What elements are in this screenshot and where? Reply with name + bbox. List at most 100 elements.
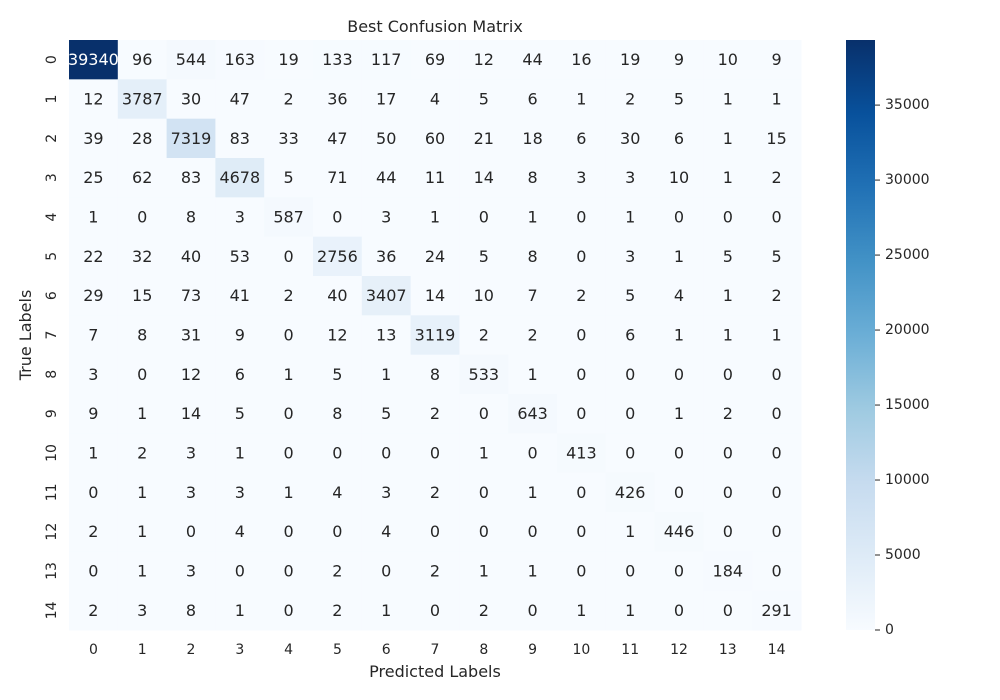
cell-value-r6-c11: 5 (625, 286, 635, 305)
cell-value-r6-c8: 10 (474, 286, 494, 305)
heatmap-cell-r8-c14 (752, 354, 802, 395)
cell-value-r3-c2: 83 (181, 168, 201, 187)
heatmap-cell-r3-c8 (459, 158, 509, 198)
cell-value-r4-c13: 0 (723, 208, 733, 227)
cell-value-r6-c2: 73 (181, 286, 201, 305)
colorbar-tick-label-5000: 5000 (885, 547, 921, 563)
cell-value-r5-c0: 22 (83, 247, 103, 266)
heatmap-cell-r2-c10 (557, 118, 607, 159)
heatmap-cell-r0-c13 (703, 40, 753, 80)
x-tick-label-3: 3 (235, 642, 244, 658)
cell-value-r11-c14: 0 (772, 483, 782, 502)
cell-value-r2-c12: 6 (674, 129, 684, 148)
cell-value-r8-c4: 1 (284, 365, 294, 384)
heatmap-cell-r10-c13 (703, 433, 753, 474)
cell-value-r12-c4: 0 (284, 522, 294, 541)
heatmap-cell-r2-c12 (654, 118, 704, 159)
cell-value-r12-c8: 0 (479, 522, 489, 541)
heatmap-cell-r12-c0 (69, 512, 119, 552)
heatmap-cell-r10-c0 (69, 433, 119, 474)
heatmap-cell-r14-c14 (752, 590, 802, 631)
cell-value-r3-c14: 2 (772, 168, 782, 187)
cell-value-r7-c10: 0 (576, 326, 586, 345)
heatmap-cell-r8-c12 (654, 354, 704, 395)
cell-value-r7-c6: 13 (376, 326, 396, 345)
colorbar-tick-label-25000: 25000 (885, 247, 930, 263)
heatmap-cell-r13-c0 (69, 551, 119, 592)
heatmap-cell-r1-c1 (117, 79, 168, 120)
heatmap-cell-r3-c7 (410, 158, 460, 198)
heatmap-cell-r12-c8 (459, 512, 509, 552)
heatmap-cell-r12-c3 (215, 512, 265, 552)
cell-value-r2-c11: 30 (620, 129, 640, 148)
heatmap-cell-r5-c6 (361, 236, 412, 277)
heatmap-cell-r1-c11 (605, 79, 656, 120)
cell-value-r12-c12: 446 (664, 522, 695, 541)
cell-value-r12-c3: 4 (235, 522, 245, 541)
heatmap-cell-r6-c0 (69, 276, 119, 316)
cell-value-r14-c11: 1 (625, 601, 635, 620)
heatmap-cell-r5-c3 (215, 236, 265, 277)
cell-value-r10-c12: 0 (674, 444, 684, 463)
cell-value-r8-c5: 5 (332, 365, 342, 384)
heatmap-cell-r7-c6 (361, 315, 412, 356)
heatmap-cell-r0-c11 (605, 40, 656, 80)
cell-value-r8-c2: 12 (181, 365, 201, 384)
heatmap-cell-r13-c8 (459, 551, 509, 592)
heatmap-cell-r1-c3 (215, 79, 265, 120)
heatmap-cell-r13-c2 (166, 551, 216, 592)
cell-value-r2-c4: 33 (278, 129, 298, 148)
cell-value-r11-c9: 1 (528, 483, 538, 502)
heatmap-cell-r11-c9 (508, 472, 558, 513)
heatmap-cell-r8-c3 (215, 354, 265, 395)
colorbar-tick-label-15000: 15000 (885, 397, 930, 413)
heatmap-cell-r6-c2 (166, 276, 216, 316)
heatmap-cell-r13-c9 (508, 551, 558, 592)
heatmap-cell-r13-c4 (264, 551, 314, 592)
cell-value-r9-c10: 0 (576, 404, 586, 423)
cell-value-r1-c11: 2 (625, 90, 635, 109)
x-tick-label-4: 4 (284, 642, 293, 658)
cell-value-r0-c3: 163 (225, 50, 256, 69)
heatmap-cell-r12-c13 (703, 512, 753, 552)
colorbar-tick-label-10000: 10000 (885, 472, 930, 488)
heatmap-cell-r1-c2 (166, 79, 216, 120)
heatmap-cell-r3-c1 (117, 158, 168, 198)
colorbar-gradient (846, 40, 875, 630)
cell-value-r5-c5: 2756 (317, 247, 358, 266)
heatmap-cell-r6-c1 (117, 276, 168, 316)
heatmap-cell-r2-c11 (605, 118, 656, 159)
cell-value-r3-c3: 4678 (219, 168, 260, 187)
cell-value-r8-c13: 0 (723, 365, 733, 384)
y-tick-label-2: 2 (44, 134, 60, 143)
cell-value-r11-c6: 3 (381, 483, 391, 502)
heatmap-cell-r1-c8 (459, 79, 509, 120)
cell-value-r1-c9: 6 (528, 90, 538, 109)
heatmap-cell-r4-c14 (752, 197, 802, 238)
cell-value-r10-c13: 0 (723, 444, 733, 463)
cell-value-r7-c11: 6 (625, 326, 635, 345)
heatmap-cell-r9-c12 (654, 394, 704, 434)
heatmap-cell-r4-c4 (264, 197, 314, 238)
heatmap-cell-r11-c11 (605, 472, 656, 513)
cell-value-r1-c8: 5 (479, 90, 489, 109)
cell-value-r11-c0: 0 (88, 483, 98, 502)
cell-value-r9-c14: 0 (772, 404, 782, 423)
cell-value-r5-c2: 40 (181, 247, 201, 266)
heatmap-cell-r6-c4 (264, 276, 314, 316)
cell-value-r4-c10: 0 (576, 208, 586, 227)
heatmap-cell-r3-c11 (605, 158, 656, 198)
heatmap-cell-r8-c6 (361, 354, 412, 395)
heatmap-cell-r5-c9 (508, 236, 558, 277)
cell-value-r0-c13: 10 (718, 50, 738, 69)
heatmap-cell-r0-c12 (654, 40, 704, 80)
heatmap-cell-r0-c8 (459, 40, 509, 80)
cell-value-r6-c9: 7 (528, 286, 538, 305)
cell-value-r0-c0: 39340 (68, 50, 119, 69)
cell-value-r3-c1: 62 (132, 168, 152, 187)
cell-value-r7-c4: 0 (284, 326, 294, 345)
x-tick-label-10: 10 (572, 642, 590, 658)
cell-value-r2-c5: 47 (327, 129, 347, 148)
cell-value-r11-c2: 3 (186, 483, 196, 502)
